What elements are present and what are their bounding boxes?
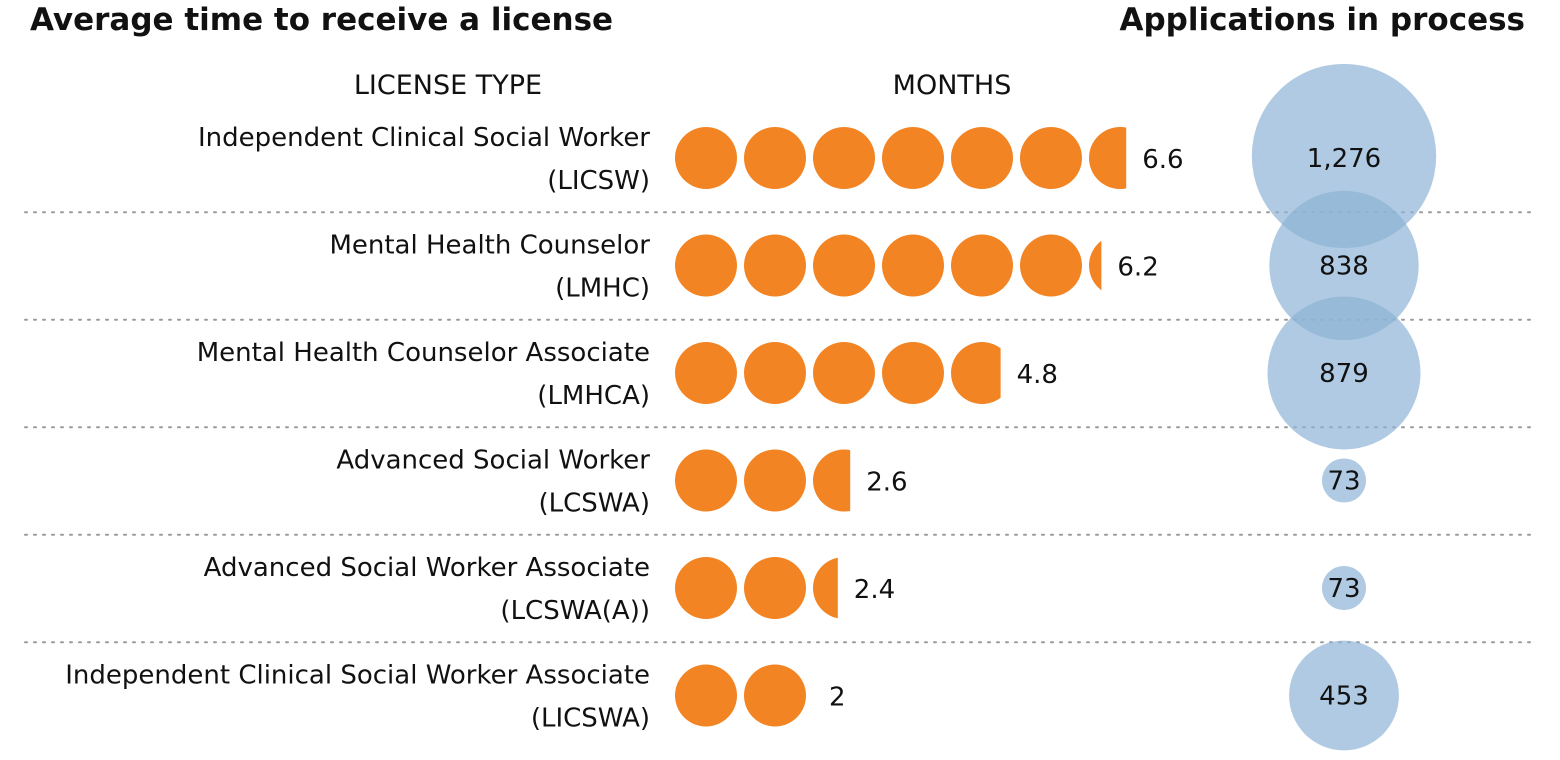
- months-value-label: 2.6: [866, 468, 907, 498]
- month-dot: [675, 664, 737, 727]
- license-rows: Independent Clinical Social Worker (LICSW…: [65, 123, 1183, 734]
- month-dot: [813, 449, 851, 512]
- application-bubble: [1321, 565, 1367, 611]
- month-dot: [813, 127, 875, 189]
- license-name: Independent Clinical Social Worker: [198, 123, 650, 153]
- license-name: Mental Health Counselor Associate: [197, 338, 650, 368]
- application-bubble: [1321, 458, 1367, 503]
- month-dot: [951, 342, 1001, 404]
- license-row: Mental Health Counselor (LMHC) 6.2: [329, 231, 1158, 304]
- months-value-label: 2.4: [854, 575, 895, 605]
- license-row: Advanced Social Worker Associate (LCSWA(A…: [204, 553, 896, 626]
- application-bubble: [1251, 63, 1437, 249]
- license-row: Independent Clinical Social Worker Assoc…: [65, 661, 845, 734]
- months-header: MONTHS: [893, 70, 1012, 101]
- month-dot: [1089, 127, 1127, 189]
- month-dot: [813, 557, 838, 619]
- license-code: (LCSWA(A)): [500, 596, 650, 626]
- license-code: (LMHC): [555, 274, 650, 304]
- license-row: Independent Clinical Social Worker (LICSW…: [198, 123, 1184, 196]
- license-name: Advanced Social Worker Associate: [204, 553, 650, 583]
- license-code: (LICSW): [547, 166, 650, 196]
- month-dot: [882, 342, 944, 404]
- month-dot: [1020, 127, 1082, 189]
- license-code: (LCSWA): [538, 489, 650, 519]
- license-row: Advanced Social Worker (LCSWA) 2.6: [336, 446, 907, 519]
- month-dot: [744, 557, 806, 619]
- month-dot: [675, 557, 737, 619]
- month-dot: [675, 127, 737, 189]
- months-value-label: 6.6: [1142, 145, 1183, 175]
- month-dot: [882, 234, 944, 297]
- month-dot: [744, 127, 806, 189]
- month-dot: [882, 127, 944, 189]
- license-name: Mental Health Counselor: [329, 231, 650, 261]
- month-dot: [1020, 234, 1082, 297]
- month-dot: [675, 234, 737, 297]
- applications-value-label: 838: [1319, 252, 1369, 282]
- months-value-label: 6.2: [1117, 253, 1158, 283]
- month-dot: [951, 234, 1013, 297]
- license-type-header: LICENSE TYPE: [354, 70, 542, 101]
- month-dot: [744, 664, 806, 727]
- applications-value-label: 1,276: [1307, 144, 1381, 174]
- license-row: Mental Health Counselor Associate (LMHCA)…: [197, 338, 1058, 411]
- license-code: (LICSWA): [531, 704, 650, 734]
- license-code: (LMHCA): [537, 381, 650, 411]
- application-bubble: [1289, 640, 1399, 751]
- month-dot: [744, 234, 806, 297]
- application-bubble: [1269, 190, 1419, 341]
- month-dot: [744, 449, 806, 512]
- applications-value-label: 73: [1327, 574, 1360, 604]
- month-dot: [813, 342, 875, 404]
- applications-value-label: 73: [1327, 467, 1360, 497]
- application-bubbles: 1,276 838 879 73 73 453: [1251, 63, 1437, 751]
- left-title: Average time to receive a license: [30, 2, 613, 38]
- application-bubble: [1267, 296, 1421, 450]
- row-dividers: [24, 211, 1536, 644]
- license-name: Advanced Social Worker: [336, 446, 650, 476]
- months-value-label: 4.8: [1017, 360, 1058, 390]
- month-dot: [744, 342, 806, 404]
- applications-value-label: 879: [1319, 359, 1369, 389]
- month-dot: [1089, 240, 1102, 291]
- month-dot: [813, 234, 875, 297]
- right-title: Applications in process: [1119, 2, 1525, 38]
- applications-value-label: 453: [1319, 682, 1369, 712]
- months-value-label: 2: [829, 683, 846, 713]
- month-dot: [675, 342, 737, 404]
- month-dot: [675, 449, 737, 512]
- license-name: Independent Clinical Social Worker Assoc…: [65, 661, 650, 691]
- month-dot: [951, 127, 1013, 189]
